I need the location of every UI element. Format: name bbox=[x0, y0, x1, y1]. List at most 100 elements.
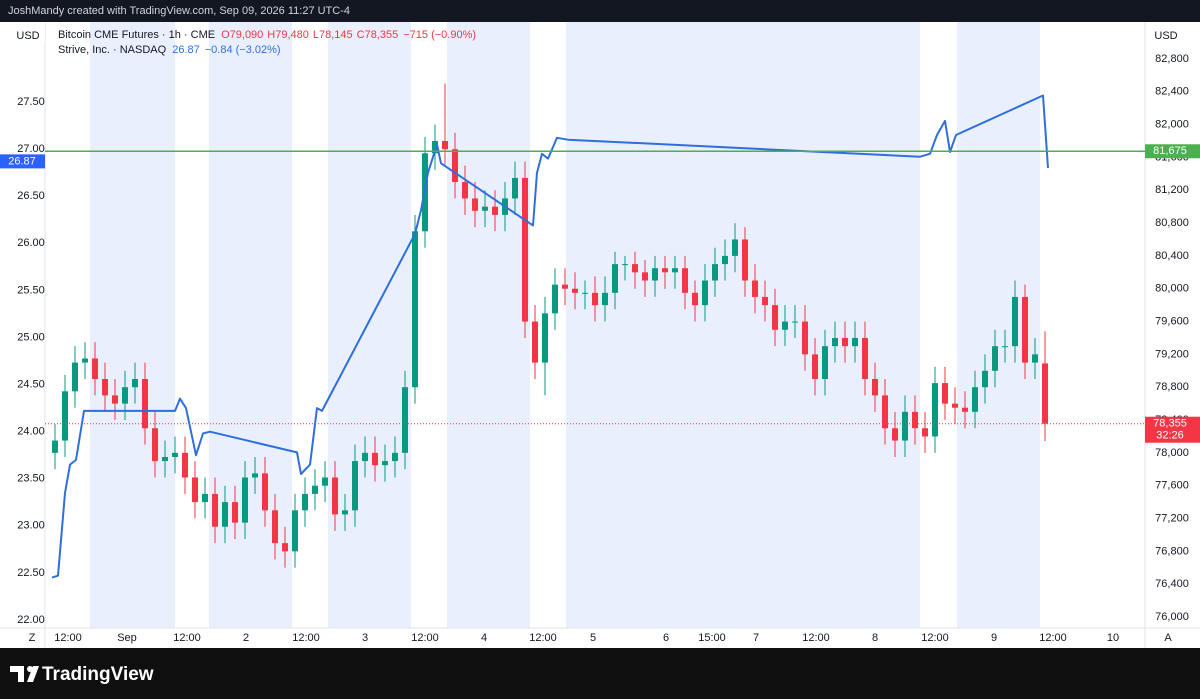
x-tick-label: 12:00 bbox=[411, 632, 439, 644]
price-label-box bbox=[1145, 416, 1200, 443]
candle-body bbox=[472, 198, 478, 211]
candle-body bbox=[862, 337, 868, 380]
x-tick-label: 12:00 bbox=[1039, 632, 1067, 644]
x-tick-label: 6 bbox=[663, 632, 669, 644]
candle-body bbox=[452, 149, 458, 183]
footer-bar bbox=[0, 648, 1200, 699]
y-tick-label: 78,000 bbox=[1155, 447, 1189, 459]
candle-body bbox=[662, 268, 668, 273]
candle-body bbox=[702, 280, 708, 306]
candle-body bbox=[292, 510, 298, 552]
zoom-button[interactable] bbox=[25, 631, 39, 645]
candle-body bbox=[62, 391, 68, 441]
candle-body bbox=[122, 387, 128, 404]
currency-right[interactable]: USD bbox=[1154, 30, 1177, 42]
x-tick-label: 12:00 bbox=[802, 632, 830, 644]
candle-body bbox=[252, 473, 258, 478]
candle-body bbox=[632, 264, 638, 273]
candle-body bbox=[762, 296, 768, 306]
y-tick-label: 82,000 bbox=[1155, 118, 1189, 130]
x-tick-label: 12:00 bbox=[921, 632, 949, 644]
x-tick-label: 2 bbox=[243, 632, 249, 644]
candle-body bbox=[322, 477, 328, 486]
candle-body bbox=[712, 264, 718, 281]
candle-body bbox=[162, 456, 168, 462]
candle-body bbox=[92, 358, 98, 380]
currency-left[interactable]: USD bbox=[16, 30, 39, 42]
series-name: Strive, Inc. · NASDAQ bbox=[58, 44, 167, 56]
price-label: 78,355 bbox=[1153, 418, 1187, 430]
y-tick-label: 82,400 bbox=[1155, 86, 1189, 98]
candle-body bbox=[972, 387, 978, 412]
candle-body bbox=[202, 493, 208, 503]
candle-body bbox=[832, 337, 838, 347]
candle-body bbox=[142, 379, 148, 429]
candle-body bbox=[302, 493, 308, 511]
session-band bbox=[447, 22, 530, 628]
candle-body bbox=[732, 239, 738, 256]
y2-tick-label: 22.00 bbox=[17, 614, 45, 626]
credit: JoshMandy created with TradingView.com, … bbox=[8, 5, 350, 17]
legend-line-2: Strive, Inc. · NASDAQ 26.87 −0.84 (−3.02%) bbox=[58, 44, 281, 56]
candle-body bbox=[962, 407, 968, 412]
candle-body bbox=[922, 428, 928, 437]
x-tick-label: 8 bbox=[872, 632, 878, 644]
x-tick-label: 10 bbox=[1107, 632, 1119, 644]
candle-body bbox=[752, 280, 758, 297]
candle-body bbox=[192, 477, 198, 503]
auto-scale[interactable]: A bbox=[1164, 632, 1172, 644]
candle-body bbox=[682, 268, 688, 293]
y-tick-label: 76,800 bbox=[1155, 545, 1189, 557]
candle-body bbox=[312, 485, 318, 494]
y-tick-label: 79,200 bbox=[1155, 348, 1189, 360]
candle-body bbox=[992, 346, 998, 371]
candle-body bbox=[362, 452, 368, 462]
y2-tick-label: 24.00 bbox=[17, 426, 45, 438]
candle-body bbox=[742, 239, 748, 281]
candle-body bbox=[892, 428, 898, 441]
y-tick-label: 80,000 bbox=[1155, 283, 1189, 295]
candle-body bbox=[812, 354, 818, 380]
candle-body bbox=[272, 510, 278, 544]
legend: Bitcoin CME Futures · 1h · CME O79,090 H79… bbox=[58, 29, 476, 56]
candle-body bbox=[932, 383, 938, 437]
y2-tick-label: 26.00 bbox=[17, 237, 45, 249]
candle-body bbox=[182, 452, 188, 478]
session-band bbox=[566, 22, 920, 628]
legend-close: C78,355 bbox=[357, 29, 399, 41]
candle-body bbox=[692, 292, 698, 306]
candle-body bbox=[432, 141, 438, 154]
legend-line-1: Bitcoin CME Futures · 1h · CME O79,090 H79… bbox=[58, 29, 476, 41]
session-band bbox=[328, 22, 411, 628]
candle-body bbox=[872, 379, 878, 396]
candle-body bbox=[672, 268, 678, 273]
brand-name: TradingView bbox=[42, 664, 154, 685]
candle-body bbox=[722, 255, 728, 265]
legend-open: O79,090 bbox=[221, 29, 263, 41]
legend-high: H79,480 bbox=[267, 29, 309, 41]
zoom-label[interactable]: Z bbox=[29, 632, 36, 644]
candle-body bbox=[82, 358, 88, 363]
y-tick-label: 79,600 bbox=[1155, 315, 1189, 327]
candle-body bbox=[462, 182, 468, 199]
candle-body bbox=[282, 543, 288, 552]
y2-tick-label: 22.50 bbox=[17, 567, 45, 579]
candle-body bbox=[242, 477, 248, 523]
candle-body bbox=[212, 493, 218, 527]
candle-body bbox=[112, 395, 118, 404]
candle-body bbox=[612, 264, 618, 293]
candle-body bbox=[562, 284, 568, 289]
candle-body bbox=[492, 206, 498, 215]
candle-body bbox=[232, 502, 238, 523]
y-tick-label: 78,800 bbox=[1155, 381, 1189, 393]
y2-tick-label: 27.00 bbox=[17, 143, 45, 155]
plot bbox=[45, 83, 1145, 579]
y-tick-label: 76,000 bbox=[1155, 611, 1189, 623]
session-band bbox=[90, 22, 175, 628]
candle-body bbox=[402, 387, 408, 453]
candle-body bbox=[1012, 296, 1018, 347]
y2-tick-label: 23.50 bbox=[17, 473, 45, 485]
candle-body bbox=[412, 231, 418, 388]
candle-body bbox=[72, 362, 78, 392]
